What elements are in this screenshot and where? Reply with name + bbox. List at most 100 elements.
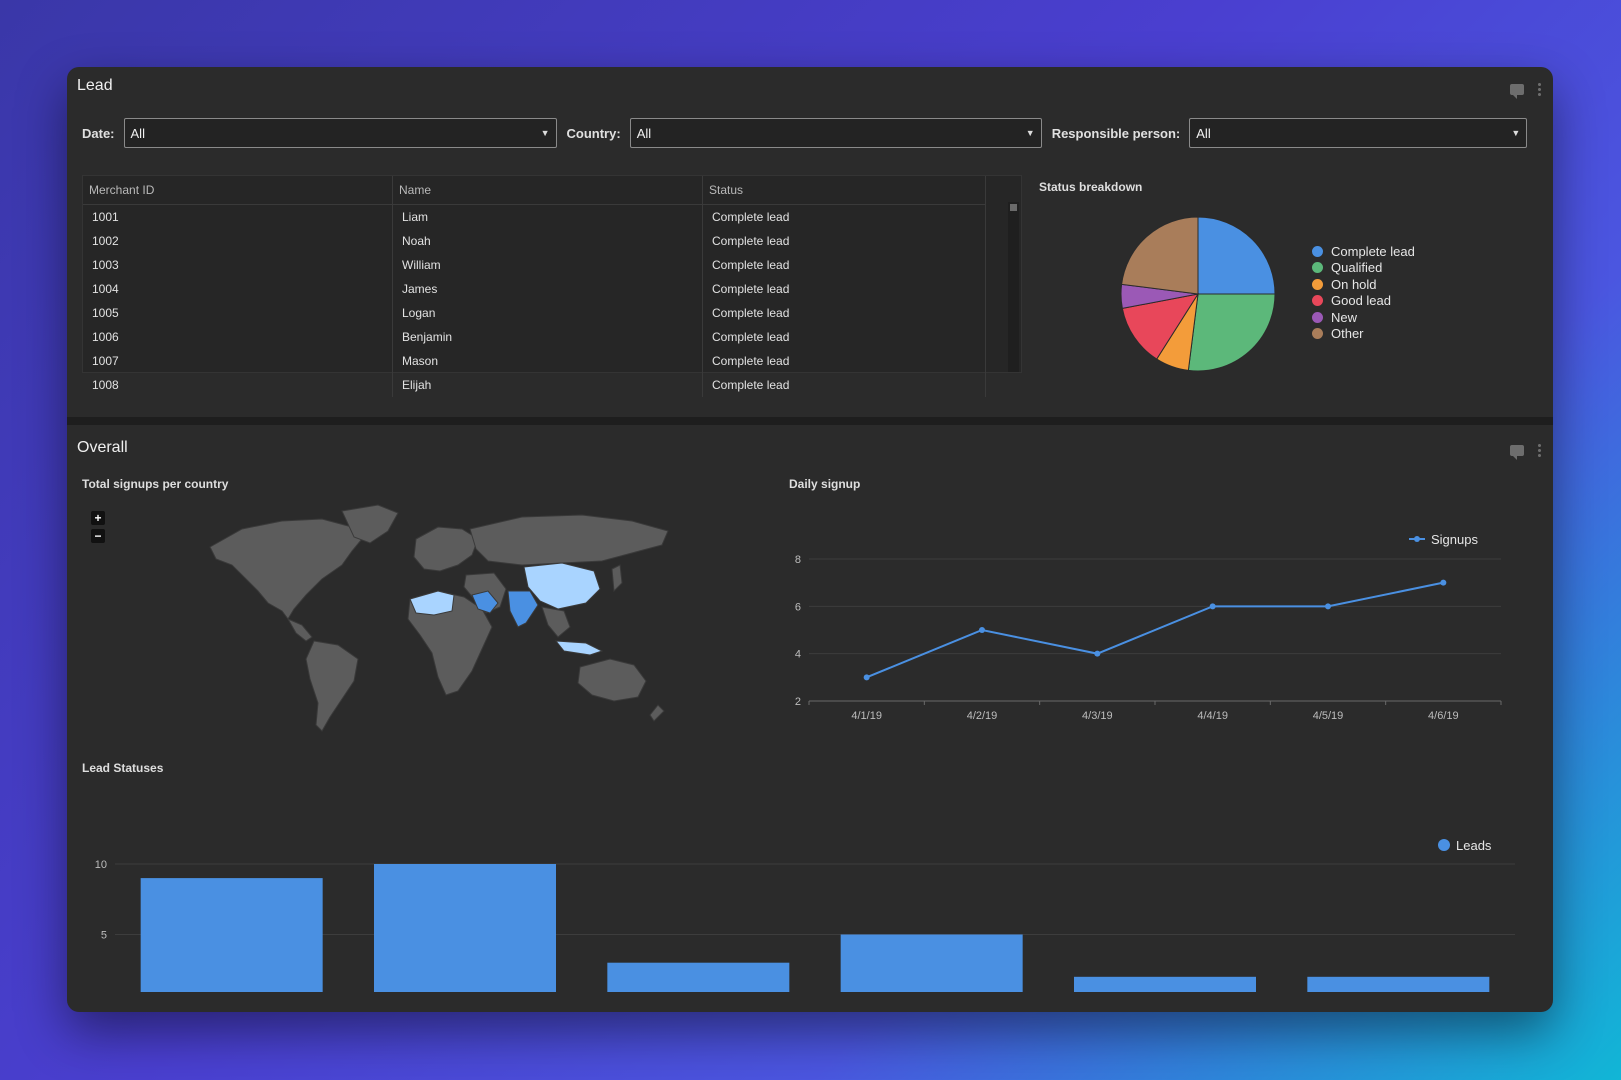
x-tick-label: 4/2/19 (967, 710, 998, 722)
table-row[interactable]: 1005 Logan Complete lead (83, 301, 986, 325)
table-row[interactable]: 1003 William Complete lead (83, 253, 986, 277)
daily-signup-line-chart: 2 4 6 8 4/1/19 4/2/19 4/3/19 4/4/19 4/5/19 4/6/19… (795, 532, 1502, 722)
legend-item[interactable]: Qualified (1312, 260, 1415, 277)
signups-point[interactable] (1094, 650, 1101, 657)
responsible-person-filter-select[interactable]: All ▼ (1189, 118, 1528, 148)
map-greenland[interactable] (341, 504, 399, 544)
signups-point[interactable] (979, 627, 985, 633)
pie-slice-complete-lead[interactable] (1197, 216, 1276, 295)
signups-point[interactable] (1209, 603, 1216, 610)
bar-junk[interactable] (1307, 976, 1490, 992)
chevron-down-icon: ▼ (1511, 128, 1521, 138)
cell-merchant-id: 1008 (83, 373, 393, 397)
legend-item[interactable]: New (1312, 309, 1415, 326)
world-map[interactable] (202, 499, 682, 739)
y-tick-label: 6 (795, 601, 801, 613)
comment-icon[interactable] (1510, 444, 1524, 460)
table-row[interactable]: 1001 Liam Complete lead (83, 204, 986, 229)
map-europe[interactable] (413, 526, 479, 572)
column-header-merchant-id[interactable]: Merchant ID (83, 176, 393, 205)
pie-slice-good-lead[interactable] (1121, 293, 1200, 360)
legend-label: New (1331, 309, 1358, 325)
pie-slice-other[interactable] (1121, 216, 1199, 295)
legend-label: Other (1331, 326, 1364, 342)
dashboard-window: Lead Date: All ▼ Country: All ▼ Responsi… (67, 67, 1553, 1012)
column-header-status[interactable]: Status (702, 176, 986, 205)
signups-point[interactable] (1325, 603, 1331, 610)
legend-dot-icon (1312, 295, 1323, 307)
chevron-down-icon: ▼ (1025, 128, 1035, 138)
legend-item[interactable]: Good lead (1312, 293, 1415, 310)
date-filter-select[interactable]: All ▼ (123, 118, 557, 148)
cell-merchant-id: 1001 (83, 204, 393, 229)
cell-name: Liam (392, 204, 703, 229)
status-pie-chart (1120, 216, 1276, 372)
responsible-person-filter-label: Responsible person: (1051, 125, 1181, 141)
table-row[interactable]: 1007 Mason Complete lead (83, 349, 986, 373)
signups-line[interactable] (866, 581, 1444, 679)
lead-statuses-title: Lead Statuses (82, 761, 164, 775)
map-north-america[interactable] (209, 518, 363, 620)
overall-panel-title: Overall (77, 439, 128, 456)
cell-status: Complete lead (702, 301, 986, 325)
table-scrollbar[interactable] (1008, 202, 1019, 372)
bar-on-hold[interactable] (607, 962, 790, 992)
more-options-icon[interactable] (1538, 443, 1541, 457)
date-filter-value: All (130, 125, 145, 141)
cell-name: Benjamin (392, 325, 703, 349)
cell-merchant-id: 1003 (83, 253, 393, 277)
map-china-highlight[interactable] (523, 562, 601, 610)
country-filter-label: Country: (566, 125, 621, 141)
map-central-america[interactable] (286, 617, 313, 642)
bar-new[interactable] (1074, 976, 1256, 992)
pie-legend: Complete lead Qualified On hold Good lead Ne… (1312, 243, 1415, 342)
x-tick-label: 4/1/19 (851, 710, 882, 722)
pie-slice-qualified[interactable] (1187, 293, 1276, 372)
table-row[interactable]: 1008 Elijah Complete lead (83, 373, 986, 397)
table-row[interactable]: 1004 James Complete lead (83, 277, 986, 301)
overall-panel-actions (1510, 443, 1541, 460)
legend-label[interactable]: Signups (1431, 532, 1478, 547)
bar-good-lead[interactable] (840, 934, 1023, 993)
cell-status: Complete lead (702, 373, 986, 397)
map-south-america[interactable] (305, 640, 359, 732)
signups-point[interactable] (863, 674, 870, 681)
map-north-asia[interactable] (469, 514, 669, 566)
map-india-highlight[interactable] (507, 590, 539, 628)
legend-dot-icon (1312, 328, 1323, 340)
cell-merchant-id: 1004 (83, 277, 393, 301)
map-saudi-highlight[interactable] (471, 590, 499, 614)
map-southeast-asia[interactable] (541, 606, 571, 638)
zoom-out-button[interactable]: − (91, 529, 105, 543)
legend-label: On hold (1331, 276, 1377, 292)
zoom-in-button[interactable]: + (91, 511, 105, 525)
scrollbar-thumb[interactable] (1010, 204, 1017, 211)
map-japan[interactable] (611, 564, 623, 593)
legend-item[interactable]: Other (1312, 326, 1415, 343)
legend-point-icon (1414, 536, 1420, 542)
map-north-africa-highlight[interactable] (409, 590, 455, 616)
legend-label: Complete lead (1331, 243, 1415, 259)
signups-point[interactable] (1440, 579, 1447, 586)
map-australia[interactable] (577, 658, 647, 702)
more-options-icon[interactable] (1538, 82, 1541, 96)
legend-label[interactable]: Leads (1456, 838, 1492, 853)
map-indonesia-highlight[interactable] (554, 640, 604, 656)
table-row[interactable]: 1002 Noah Complete lead (83, 229, 986, 253)
column-header-name[interactable]: Name (392, 176, 703, 205)
date-filter-label: Date: (82, 125, 115, 141)
legend-dot-icon (1438, 839, 1450, 851)
cell-status: Complete lead (702, 277, 986, 301)
bar-qualified[interactable] (374, 864, 556, 992)
map-new-zealand[interactable] (649, 704, 665, 722)
legend-item[interactable]: Complete lead (1312, 243, 1415, 260)
cell-name: Elijah (392, 373, 703, 397)
bar-complete-lead[interactable] (140, 878, 323, 992)
map-africa[interactable] (407, 590, 493, 696)
country-filter-select[interactable]: All ▼ (629, 118, 1042, 148)
table-row[interactable]: 1006 Benjamin Complete lead (83, 325, 986, 349)
legend-item[interactable]: On hold (1312, 276, 1415, 293)
comment-icon[interactable] (1510, 83, 1524, 99)
cell-name: William (392, 253, 703, 277)
y-tick-label: 8 (795, 554, 801, 566)
